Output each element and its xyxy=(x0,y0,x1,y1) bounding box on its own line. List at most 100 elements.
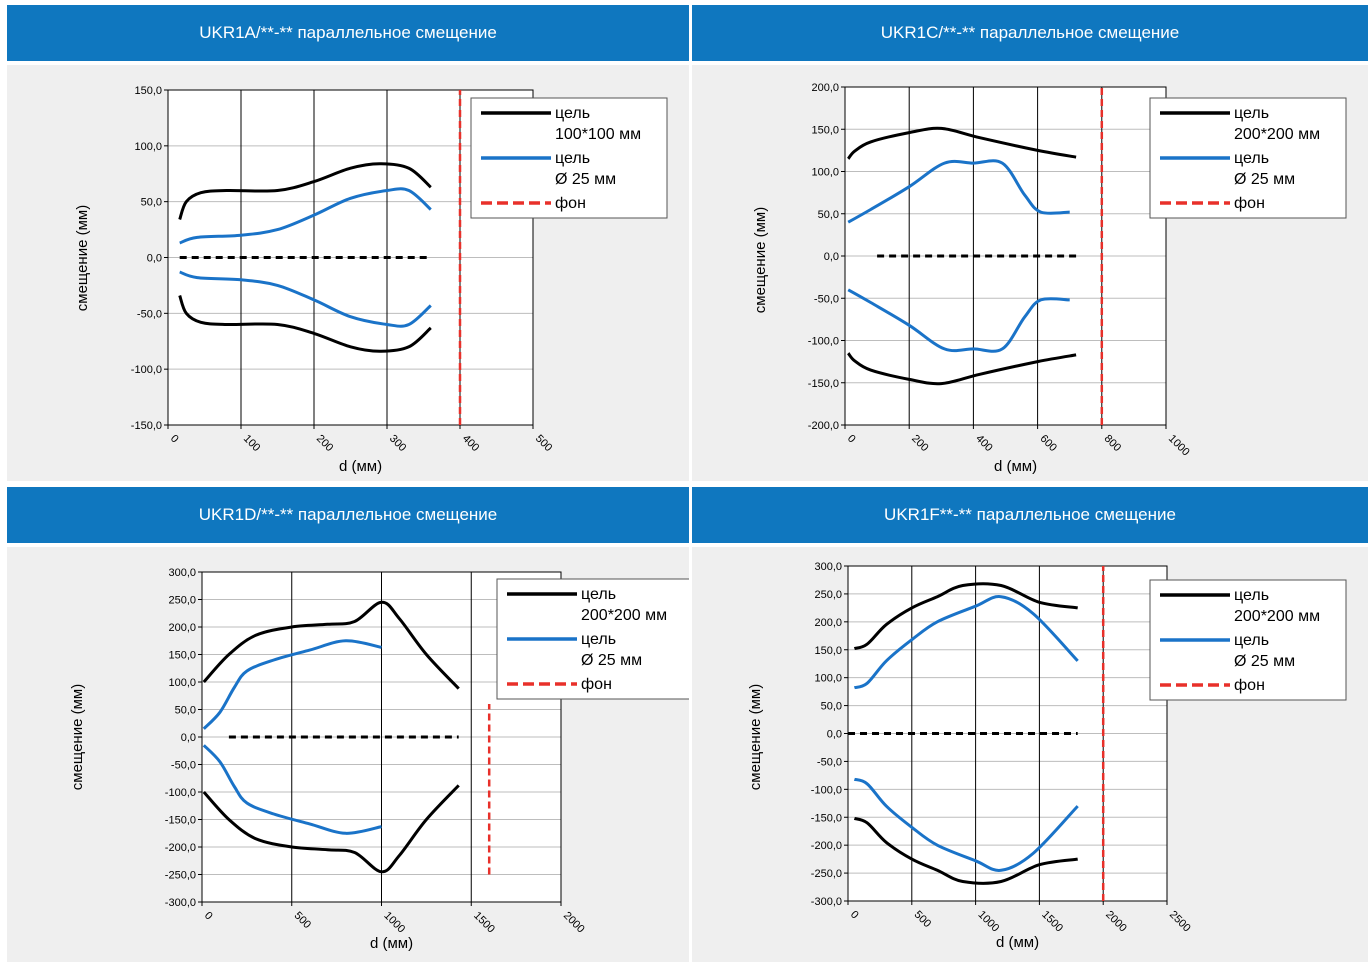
chart-panel-ukr1f: UKR1F**-** параллельное смещение -300,0 -… xyxy=(692,487,1368,962)
x-tick-label: 800 xyxy=(1102,433,1123,454)
y-axis-label: смещение (мм) xyxy=(752,207,769,313)
x-tick-label: 200 xyxy=(909,433,930,454)
legend-label: 200*200 мм xyxy=(581,607,667,624)
series-line-1 xyxy=(202,784,460,874)
series-line-2 xyxy=(847,159,1070,224)
x-tick-label: 400 xyxy=(460,433,481,454)
x-tick-label: 1500 xyxy=(471,910,497,936)
series-line-3 xyxy=(853,777,1079,872)
series-line-0 xyxy=(853,582,1078,651)
y-tick-label: 150,0 xyxy=(168,650,196,662)
y-tick-label: -100,0 xyxy=(808,336,839,348)
y-tick-label: 300,0 xyxy=(814,561,842,573)
y-tick-label: 100,0 xyxy=(814,673,842,685)
y-tick-label: -50,0 xyxy=(137,308,162,320)
legend-label: 200*200 мм xyxy=(1234,126,1320,143)
y-tick-label: -100,0 xyxy=(131,364,162,376)
y-tick-label: 150,0 xyxy=(134,85,162,97)
chart-area: -300,0 -250,0 -200,0 -150,0 -100,0 -50,0 0,0 50… xyxy=(7,547,694,962)
y-tick-label: 200,0 xyxy=(168,622,196,634)
legend-label: цель xyxy=(1234,587,1269,604)
y-tick-label: 250,0 xyxy=(814,589,842,601)
series-line-2 xyxy=(179,187,432,245)
y-tick-label: -100,0 xyxy=(811,784,842,796)
x-tick-label: 2000 xyxy=(561,910,587,936)
x-tick-label: 0 xyxy=(845,433,858,446)
y-tick-label: -50,0 xyxy=(171,760,196,772)
legend-label: Ø 25 мм xyxy=(581,652,642,669)
y-tick-label: 200,0 xyxy=(811,82,839,94)
series-line-1 xyxy=(853,816,1078,885)
legend-box xyxy=(1149,579,1347,701)
legend-label: цель xyxy=(555,150,590,167)
legend-label: Ø 25 мм xyxy=(1234,171,1295,188)
chart-panel-ukr1c: UKR1C/**-** параллельное смещение -200,0… xyxy=(692,5,1368,481)
y-tick-label: -250,0 xyxy=(811,868,842,880)
legend-label: цель xyxy=(555,105,590,122)
chart-ukr1c: -200,0 -150,0 -100,0 -50,0 0,0 50,0 100,0 150,0… xyxy=(752,82,1347,475)
chart-ukr1a: -150,0 -100,0 -50,0 0,0 50,0 100,0 150,0 0 100 20… xyxy=(74,85,668,475)
y-tick-label: -200,0 xyxy=(811,840,842,852)
series-line-3 xyxy=(179,270,432,328)
x-tick-label: 200 xyxy=(314,433,335,454)
y-tick-label: 200,0 xyxy=(814,617,842,629)
y-tick-label: 300,0 xyxy=(168,567,196,579)
legend-label: 100*100 мм xyxy=(555,126,641,143)
legend-label: цель xyxy=(1234,150,1269,167)
x-tick-label: 500 xyxy=(533,433,554,454)
x-tick-label: 400 xyxy=(973,433,994,454)
y-tick-label: 150,0 xyxy=(814,645,842,657)
plot-border xyxy=(844,86,1167,426)
x-axis-label: d (мм) xyxy=(339,458,382,475)
series-line-0 xyxy=(178,162,432,221)
y-tick-label: 250,0 xyxy=(168,595,196,607)
series-line-1 xyxy=(847,352,1077,386)
series-line-0 xyxy=(847,126,1077,160)
chart-title: UKR1F**-** параллельное смещение xyxy=(692,487,1368,543)
plot-border xyxy=(201,571,562,903)
x-tick-label: 0 xyxy=(168,433,181,446)
series-line-3 xyxy=(202,744,382,835)
y-tick-label: 100,0 xyxy=(811,167,839,179)
legend-label: фон xyxy=(1234,677,1265,694)
legend-label: цель xyxy=(581,586,616,603)
series-line-0 xyxy=(202,600,460,690)
y-tick-label: -200,0 xyxy=(808,420,839,432)
series-line-3 xyxy=(847,288,1070,353)
y-tick-label: 0,0 xyxy=(181,732,196,744)
x-tick-label: 2000 xyxy=(1103,909,1129,935)
y-tick-label: 100,0 xyxy=(134,141,162,153)
y-tick-label: 0,0 xyxy=(824,251,839,263)
legend-label: 200*200 мм xyxy=(1234,608,1320,625)
y-tick-label: -250,0 xyxy=(165,870,196,882)
y-tick-label: 50,0 xyxy=(821,701,842,713)
legend-label: цель xyxy=(1234,105,1269,122)
x-axis-label: d (мм) xyxy=(370,935,413,952)
y-tick-label: 100,0 xyxy=(168,677,196,689)
y-tick-label: 50,0 xyxy=(175,705,196,717)
legend-label: фон xyxy=(555,195,586,212)
y-tick-label: -150,0 xyxy=(808,378,839,390)
chart-panel-ukr1a: UKR1A/**-** параллельное смещение -150,0… xyxy=(7,5,689,481)
y-axis-label: смещение (мм) xyxy=(747,684,764,790)
chart-title: UKR1D/**-** параллельное смещение xyxy=(7,487,689,543)
chart-title: UKR1C/**-** параллельное смещение xyxy=(692,5,1368,61)
x-tick-label: 1000 xyxy=(975,909,1001,935)
legend-label: фон xyxy=(581,676,612,693)
x-tick-label: 0 xyxy=(202,910,215,923)
x-axis-label: d (мм) xyxy=(994,458,1037,475)
y-tick-label: -50,0 xyxy=(814,293,839,305)
chart-area: -150,0 -100,0 -50,0 0,0 50,0 100,0 150,0 0 100 20… xyxy=(7,65,689,481)
y-tick-label: -300,0 xyxy=(811,896,842,908)
legend-label: цель xyxy=(581,631,616,648)
y-tick-label: -150,0 xyxy=(811,812,842,824)
y-axis-label: смещение (мм) xyxy=(69,684,86,790)
legend-label: фон xyxy=(1234,195,1265,212)
series-line-1 xyxy=(178,294,432,353)
x-tick-label: 500 xyxy=(292,910,313,931)
plot-border xyxy=(167,89,534,426)
series-line-2 xyxy=(202,639,382,730)
chart-title: UKR1A/**-** параллельное смещение xyxy=(7,5,689,61)
x-tick-label: 1000 xyxy=(381,910,407,936)
legend-label: Ø 25 мм xyxy=(1234,653,1295,670)
